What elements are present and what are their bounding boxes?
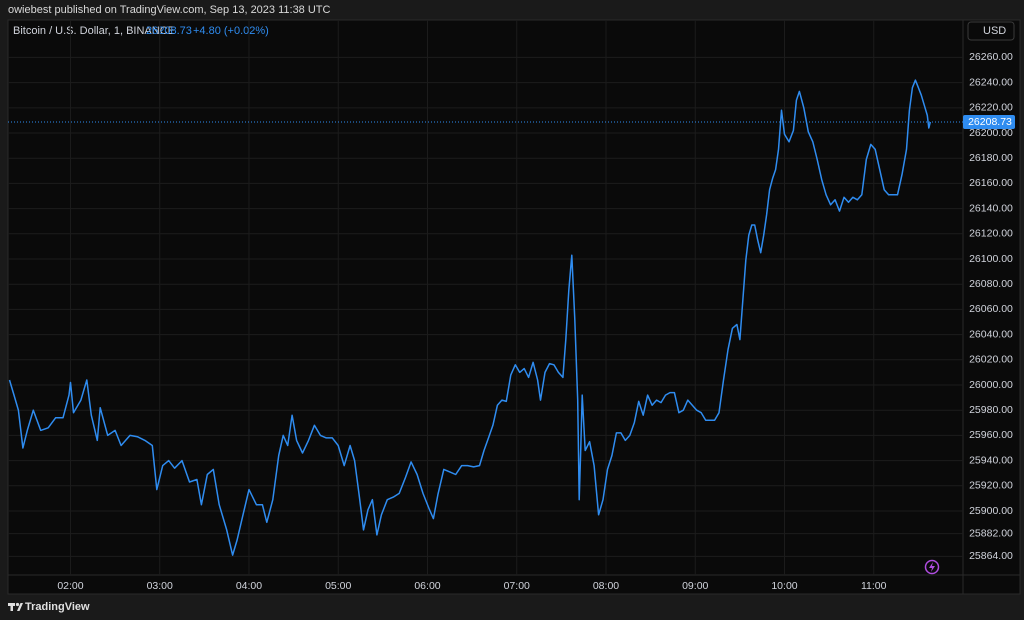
x-tick-label: 11:00 [861, 580, 887, 592]
x-tick-label: 06:00 [414, 580, 440, 592]
lightning-icon[interactable] [924, 559, 940, 575]
x-tick-label: 09:00 [682, 580, 708, 592]
x-tick-label: 05:00 [325, 580, 351, 592]
chart-panel [7, 19, 1021, 595]
y-tick-label: 25864.00 [969, 550, 1013, 562]
y-tick-label: 25980.00 [969, 404, 1013, 416]
y-tick-label: 25960.00 [969, 429, 1013, 441]
x-tick-label: 04:00 [236, 580, 262, 592]
y-tick-label: 26160.00 [969, 177, 1013, 189]
y-tick-label: 26120.00 [969, 228, 1013, 240]
y-tick-label: 26080.00 [969, 278, 1013, 290]
currency-button[interactable] [967, 21, 1015, 41]
x-tick-label: 07:00 [504, 580, 530, 592]
price-change: +4.80 (+0.02%) [193, 25, 269, 37]
publisher: owiebest published on TradingView.com, S… [8, 4, 331, 16]
last-price-label: 26208.73 [968, 116, 1012, 128]
brand: TradingView [25, 601, 90, 613]
symbol-title: Bitcoin / U.S. Dollar, 1, BINANCE [13, 25, 175, 37]
y-tick-label: 26100.00 [969, 253, 1013, 265]
y-tick-label: 25920.00 [969, 480, 1013, 492]
y-tick-label: 26000.00 [969, 379, 1013, 391]
y-tick-label: 26020.00 [969, 354, 1013, 366]
y-tick-label: 25940.00 [969, 454, 1013, 466]
x-tick-label: 10:00 [771, 580, 797, 592]
lightning-bolt [929, 562, 935, 572]
y-tick-label: 26040.00 [969, 328, 1013, 340]
price-line [8, 79, 932, 556]
y-tick-label: 26240.00 [969, 76, 1013, 88]
y-tick-label: 26060.00 [969, 303, 1013, 315]
plot [8, 20, 963, 575]
x-tick-label: 02:00 [57, 580, 83, 592]
x-tick-label: 03:00 [147, 580, 173, 592]
last-price-tag [963, 115, 1015, 130]
y-tick-label: 26260.00 [969, 51, 1013, 63]
y-tick-label: 26220.00 [969, 102, 1013, 114]
currency[interactable]: USD [983, 25, 1006, 37]
tv-logo [8, 602, 23, 611]
y-tick-label: 25882.00 [969, 527, 1013, 539]
x-tick-label: 08:00 [593, 580, 619, 592]
y-tick-label: 25900.00 [969, 505, 1013, 517]
y-tick-label: 26200.00 [969, 127, 1013, 139]
y-tick-label: 26140.00 [969, 202, 1013, 214]
y-tick-label: 26180.00 [969, 152, 1013, 164]
last-price: 26208.73 [146, 25, 192, 37]
